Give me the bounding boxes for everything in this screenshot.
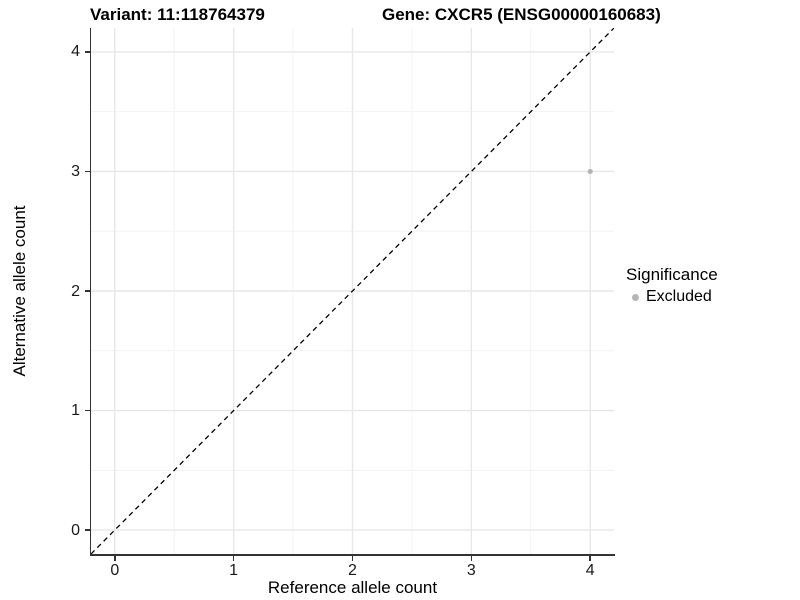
y-axis-line [89,28,91,556]
identity-line [91,28,614,554]
data-point [587,168,593,175]
legend-entry-excluded: Excluded [626,288,718,306]
gene-title: Gene: CXCR5 (ENSG00000160683) [382,5,661,24]
y-axis-title: Alternative allele count [10,205,29,377]
x-tick-mark [232,555,235,561]
y-tick-label: 4 [71,43,80,61]
plot-canvas [91,28,614,554]
x-tick-label: 2 [348,562,357,579]
y-tick-label: 3 [71,162,80,180]
x-tick-mark [114,555,116,561]
excluded-point-swatch-icon [632,293,639,301]
variant-title: Variant: 11:118764379 [90,5,265,24]
y-tick-mark [84,51,90,53]
x-tick-mark [351,555,354,561]
x-axis-line [89,554,615,556]
plot-panel [91,28,614,554]
y-tick-mark [84,409,90,412]
x-tick-label: 0 [110,562,120,579]
x-tick-label: 3 [466,562,476,579]
y-tick-label: 1 [71,402,80,420]
legend: Significance Excluded [626,265,718,306]
x-tick-mark [589,555,591,561]
y-tick-mark [84,290,90,292]
x-axis-title: Reference allele count [267,578,438,597]
legend-entry-label: Excluded [646,288,712,305]
x-tick-mark [470,555,473,561]
legend-title: Significance [626,265,718,284]
x-tick-label: 1 [229,562,239,579]
y-tick-label: 2 [71,282,80,300]
x-tick-label: 4 [585,562,595,579]
y-tick-mark [84,170,90,173]
y-tick-label: 0 [71,521,80,539]
y-tick-mark [84,529,90,531]
